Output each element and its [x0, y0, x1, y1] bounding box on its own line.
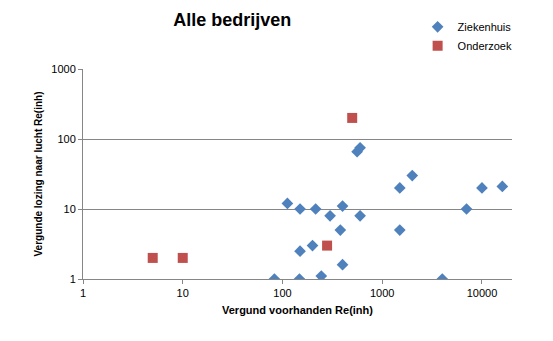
svg-text:1000: 1000 — [51, 63, 75, 75]
svg-text:Ziekenhuis: Ziekenhuis — [458, 21, 512, 33]
svg-text:1: 1 — [80, 287, 86, 299]
svg-text:10: 10 — [177, 287, 189, 299]
svg-text:100: 100 — [57, 133, 75, 145]
svg-text:10: 10 — [64, 203, 76, 215]
svg-text:100: 100 — [273, 287, 291, 299]
svg-text:Alle bedrijven: Alle bedrijven — [173, 10, 291, 30]
svg-text:Vergunde lozing naar lucht Re(: Vergunde lozing naar lucht Re(inh) — [33, 91, 44, 256]
svg-text:10000: 10000 — [467, 287, 498, 299]
svg-text:1: 1 — [70, 273, 76, 285]
svg-text:Onderzoek: Onderzoek — [458, 40, 512, 52]
svg-text:1000: 1000 — [370, 287, 394, 299]
svg-text:Vergund voorhanden Re(inh): Vergund voorhanden Re(inh) — [222, 304, 373, 316]
